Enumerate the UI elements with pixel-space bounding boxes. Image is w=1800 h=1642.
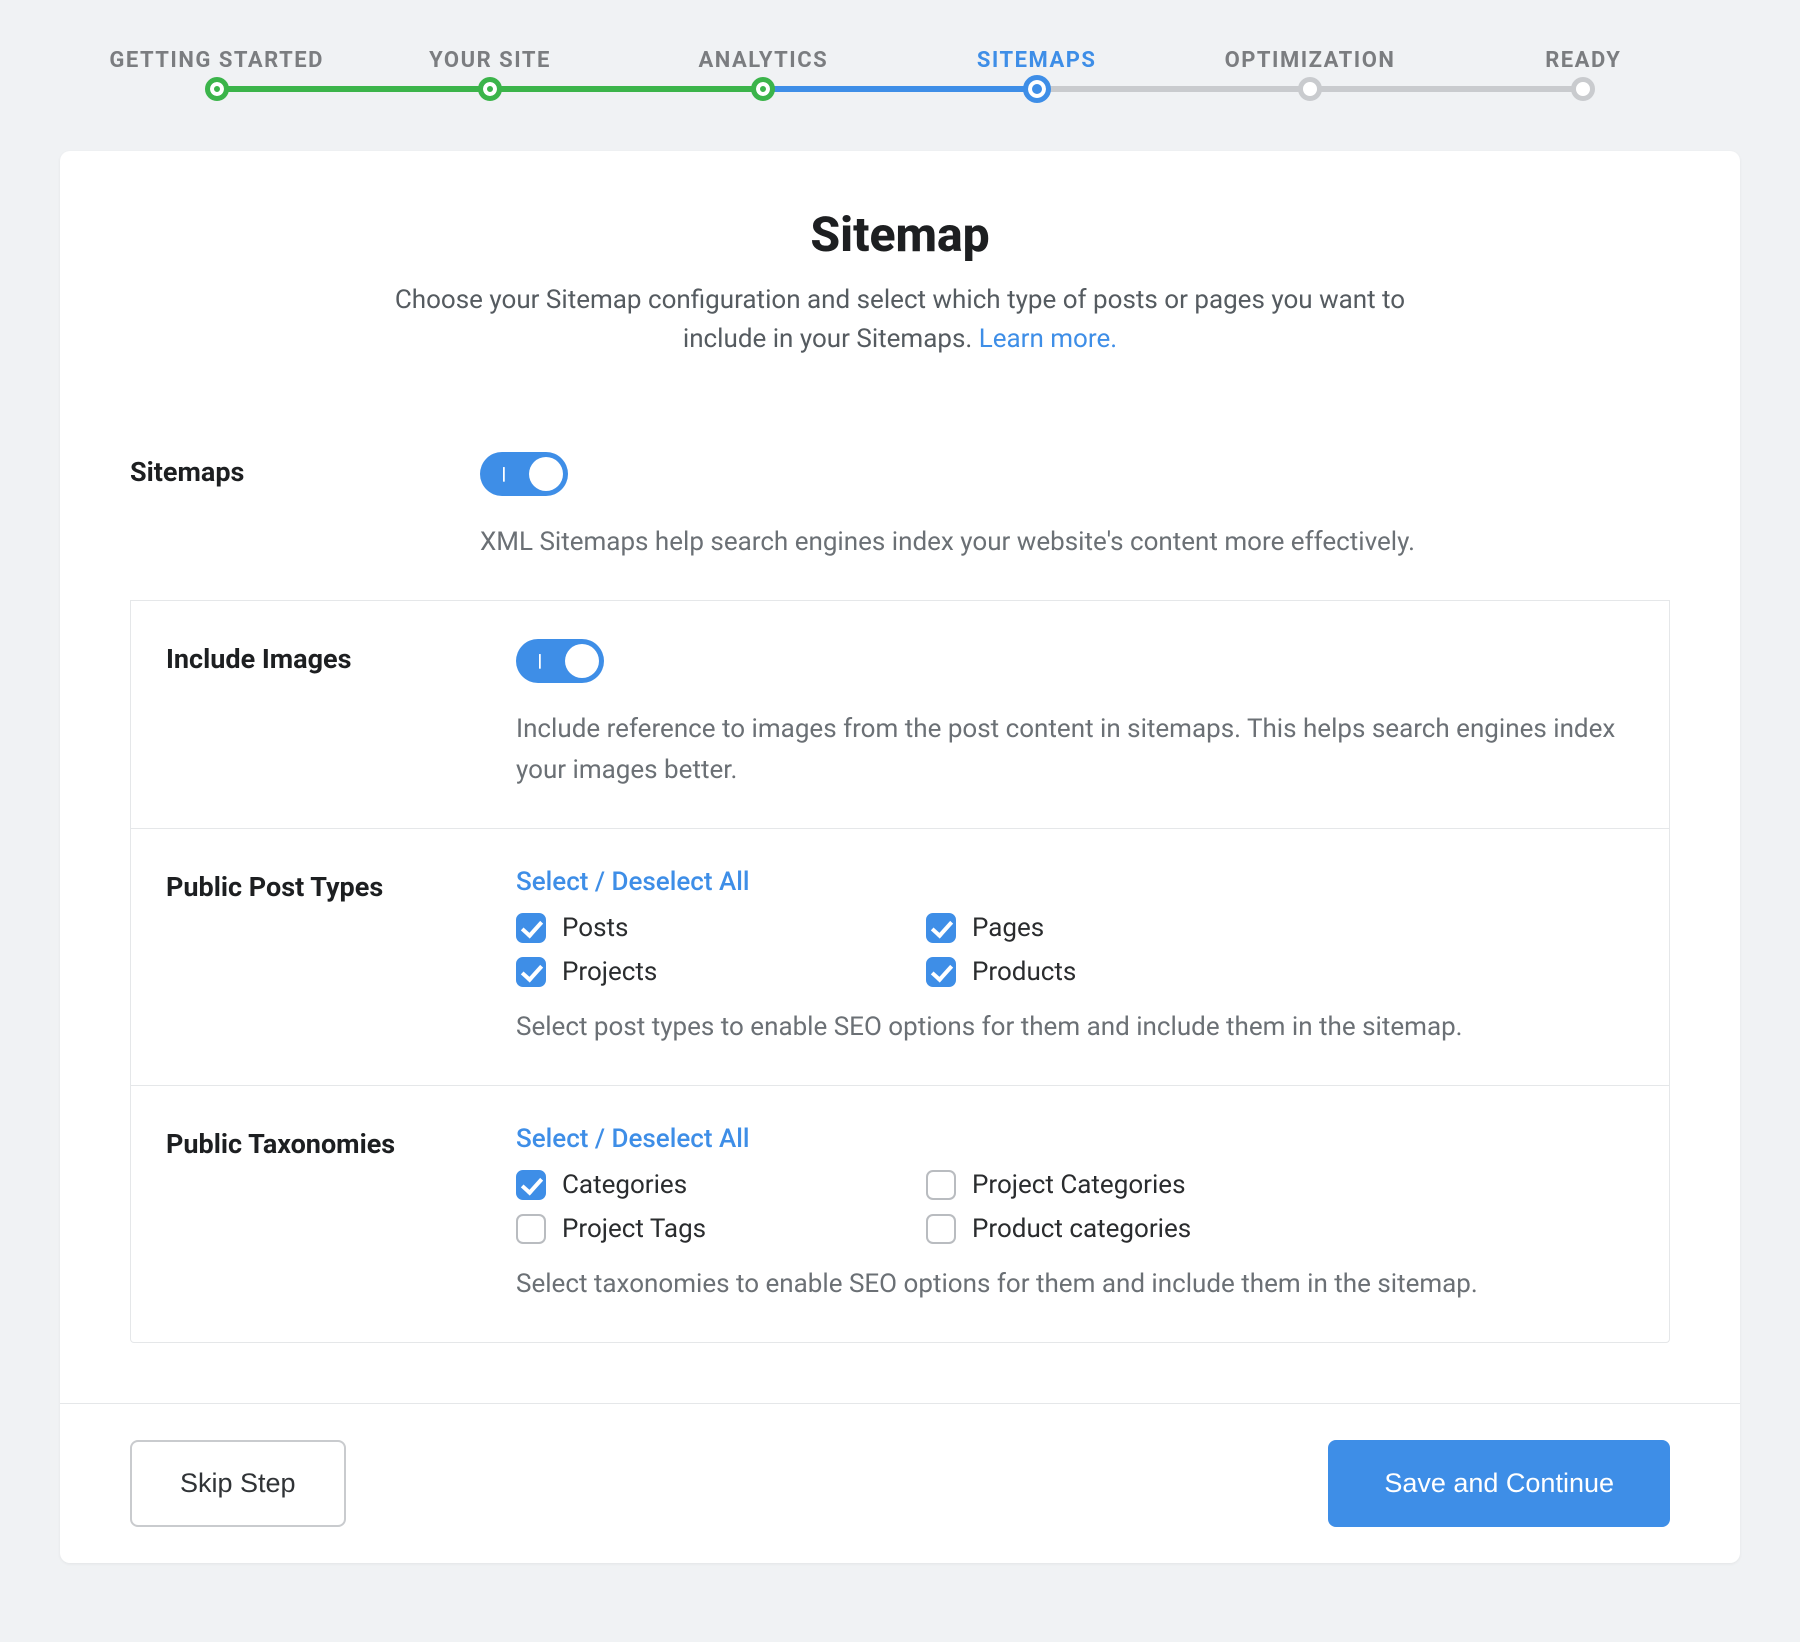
section-label: Sitemaps	[130, 452, 480, 488]
step-label: READY	[1447, 48, 1720, 73]
taxonomies-grid: Categories Project Categories Project Ta…	[516, 1170, 1296, 1244]
help-text: Include reference to images from the pos…	[516, 709, 1634, 790]
section-label: Public Taxonomies	[166, 1124, 516, 1160]
checkbox-label: Project Tags	[562, 1214, 706, 1244]
step-your-site[interactable]: YOUR SITE	[353, 48, 626, 101]
help-text: Select taxonomies to enable SEO options …	[516, 1264, 1634, 1304]
step-optimization[interactable]: OPTIMIZATION	[1173, 48, 1446, 101]
section-include-images: Include Images ❘ Include reference to im…	[131, 601, 1669, 829]
checkbox-icon	[516, 957, 546, 987]
step-analytics[interactable]: ANALYTICS	[627, 48, 900, 101]
checkbox-icon	[926, 957, 956, 987]
step-dot-icon	[1298, 77, 1322, 101]
checkbox-label: Project Categories	[972, 1170, 1185, 1200]
checkbox-label: Product categories	[972, 1214, 1191, 1244]
help-text: XML Sitemaps help search engines index y…	[480, 522, 1670, 562]
select-deselect-all-link[interactable]: Select / Deselect All	[516, 1124, 749, 1154]
check-icon: ❘	[498, 466, 510, 482]
checkbox-products[interactable]: Products	[926, 957, 1296, 987]
card-footer: Skip Step Save and Continue	[60, 1403, 1740, 1563]
checkbox-icon	[516, 1170, 546, 1200]
help-text: Select post types to enable SEO options …	[516, 1007, 1634, 1047]
wizard-stepper: GETTING STARTED YOUR SITE ANALYTICS SITE…	[80, 48, 1720, 101]
section-taxonomies: Public Taxonomies Select / Deselect All …	[131, 1086, 1669, 1342]
checkbox-icon	[926, 1170, 956, 1200]
section-post-types: Public Post Types Select / Deselect All …	[131, 829, 1669, 1086]
step-dot-icon	[478, 77, 502, 101]
checkbox-label: Categories	[562, 1170, 687, 1200]
checkbox-icon	[516, 913, 546, 943]
step-dot-icon	[751, 77, 775, 101]
checkbox-icon	[516, 1214, 546, 1244]
checkbox-categories[interactable]: Categories	[516, 1170, 886, 1200]
step-label: YOUR SITE	[353, 48, 626, 73]
checkbox-label: Posts	[562, 913, 628, 943]
checkbox-project-categories[interactable]: Project Categories	[926, 1170, 1296, 1200]
skip-step-button[interactable]: Skip Step	[130, 1440, 346, 1527]
step-ready[interactable]: READY	[1447, 48, 1720, 101]
check-icon: ❘	[534, 653, 546, 669]
step-getting-started[interactable]: GETTING STARTED	[80, 48, 353, 101]
select-deselect-all-link[interactable]: Select / Deselect All	[516, 867, 749, 897]
page-title: Sitemap	[130, 206, 1670, 263]
checkbox-project-tags[interactable]: Project Tags	[516, 1214, 886, 1244]
step-label: GETTING STARTED	[80, 48, 353, 73]
checkbox-pages[interactable]: Pages	[926, 913, 1296, 943]
wizard-card: Sitemap Choose your Sitemap configuratio…	[60, 151, 1740, 1563]
step-dot-icon	[205, 77, 229, 101]
learn-more-link[interactable]: Learn more.	[979, 324, 1117, 354]
checkbox-label: Projects	[562, 957, 657, 987]
step-sitemaps[interactable]: SITEMAPS	[900, 48, 1173, 101]
checkbox-label: Products	[972, 957, 1076, 987]
step-dot-icon	[1023, 75, 1051, 103]
page-subtitle: Choose your Sitemap configuration and se…	[390, 281, 1410, 359]
step-label: OPTIMIZATION	[1173, 48, 1446, 73]
subtitle-text: Choose your Sitemap configuration and se…	[395, 285, 1405, 354]
toggle-knob-icon	[565, 644, 599, 678]
sitemaps-toggle[interactable]: ❘	[480, 452, 568, 496]
post-types-grid: Posts Pages Projects Products	[516, 913, 1296, 987]
save-continue-button[interactable]: Save and Continue	[1328, 1440, 1670, 1527]
section-label: Include Images	[166, 639, 516, 675]
checkbox-projects[interactable]: Projects	[516, 957, 886, 987]
step-label: ANALYTICS	[627, 48, 900, 73]
checkbox-product-categories[interactable]: Product categories	[926, 1214, 1296, 1244]
checkbox-posts[interactable]: Posts	[516, 913, 886, 943]
section-sitemaps: Sitemaps ❘ XML Sitemaps help search engi…	[130, 414, 1670, 601]
checkbox-icon	[926, 913, 956, 943]
toggle-knob-icon	[529, 457, 563, 491]
include-images-toggle[interactable]: ❘	[516, 639, 604, 683]
checkbox-icon	[926, 1214, 956, 1244]
step-dot-icon	[1571, 77, 1595, 101]
checkbox-label: Pages	[972, 913, 1044, 943]
section-label: Public Post Types	[166, 867, 516, 903]
sub-panel: Include Images ❘ Include reference to im…	[130, 601, 1670, 1343]
step-label: SITEMAPS	[900, 48, 1173, 73]
